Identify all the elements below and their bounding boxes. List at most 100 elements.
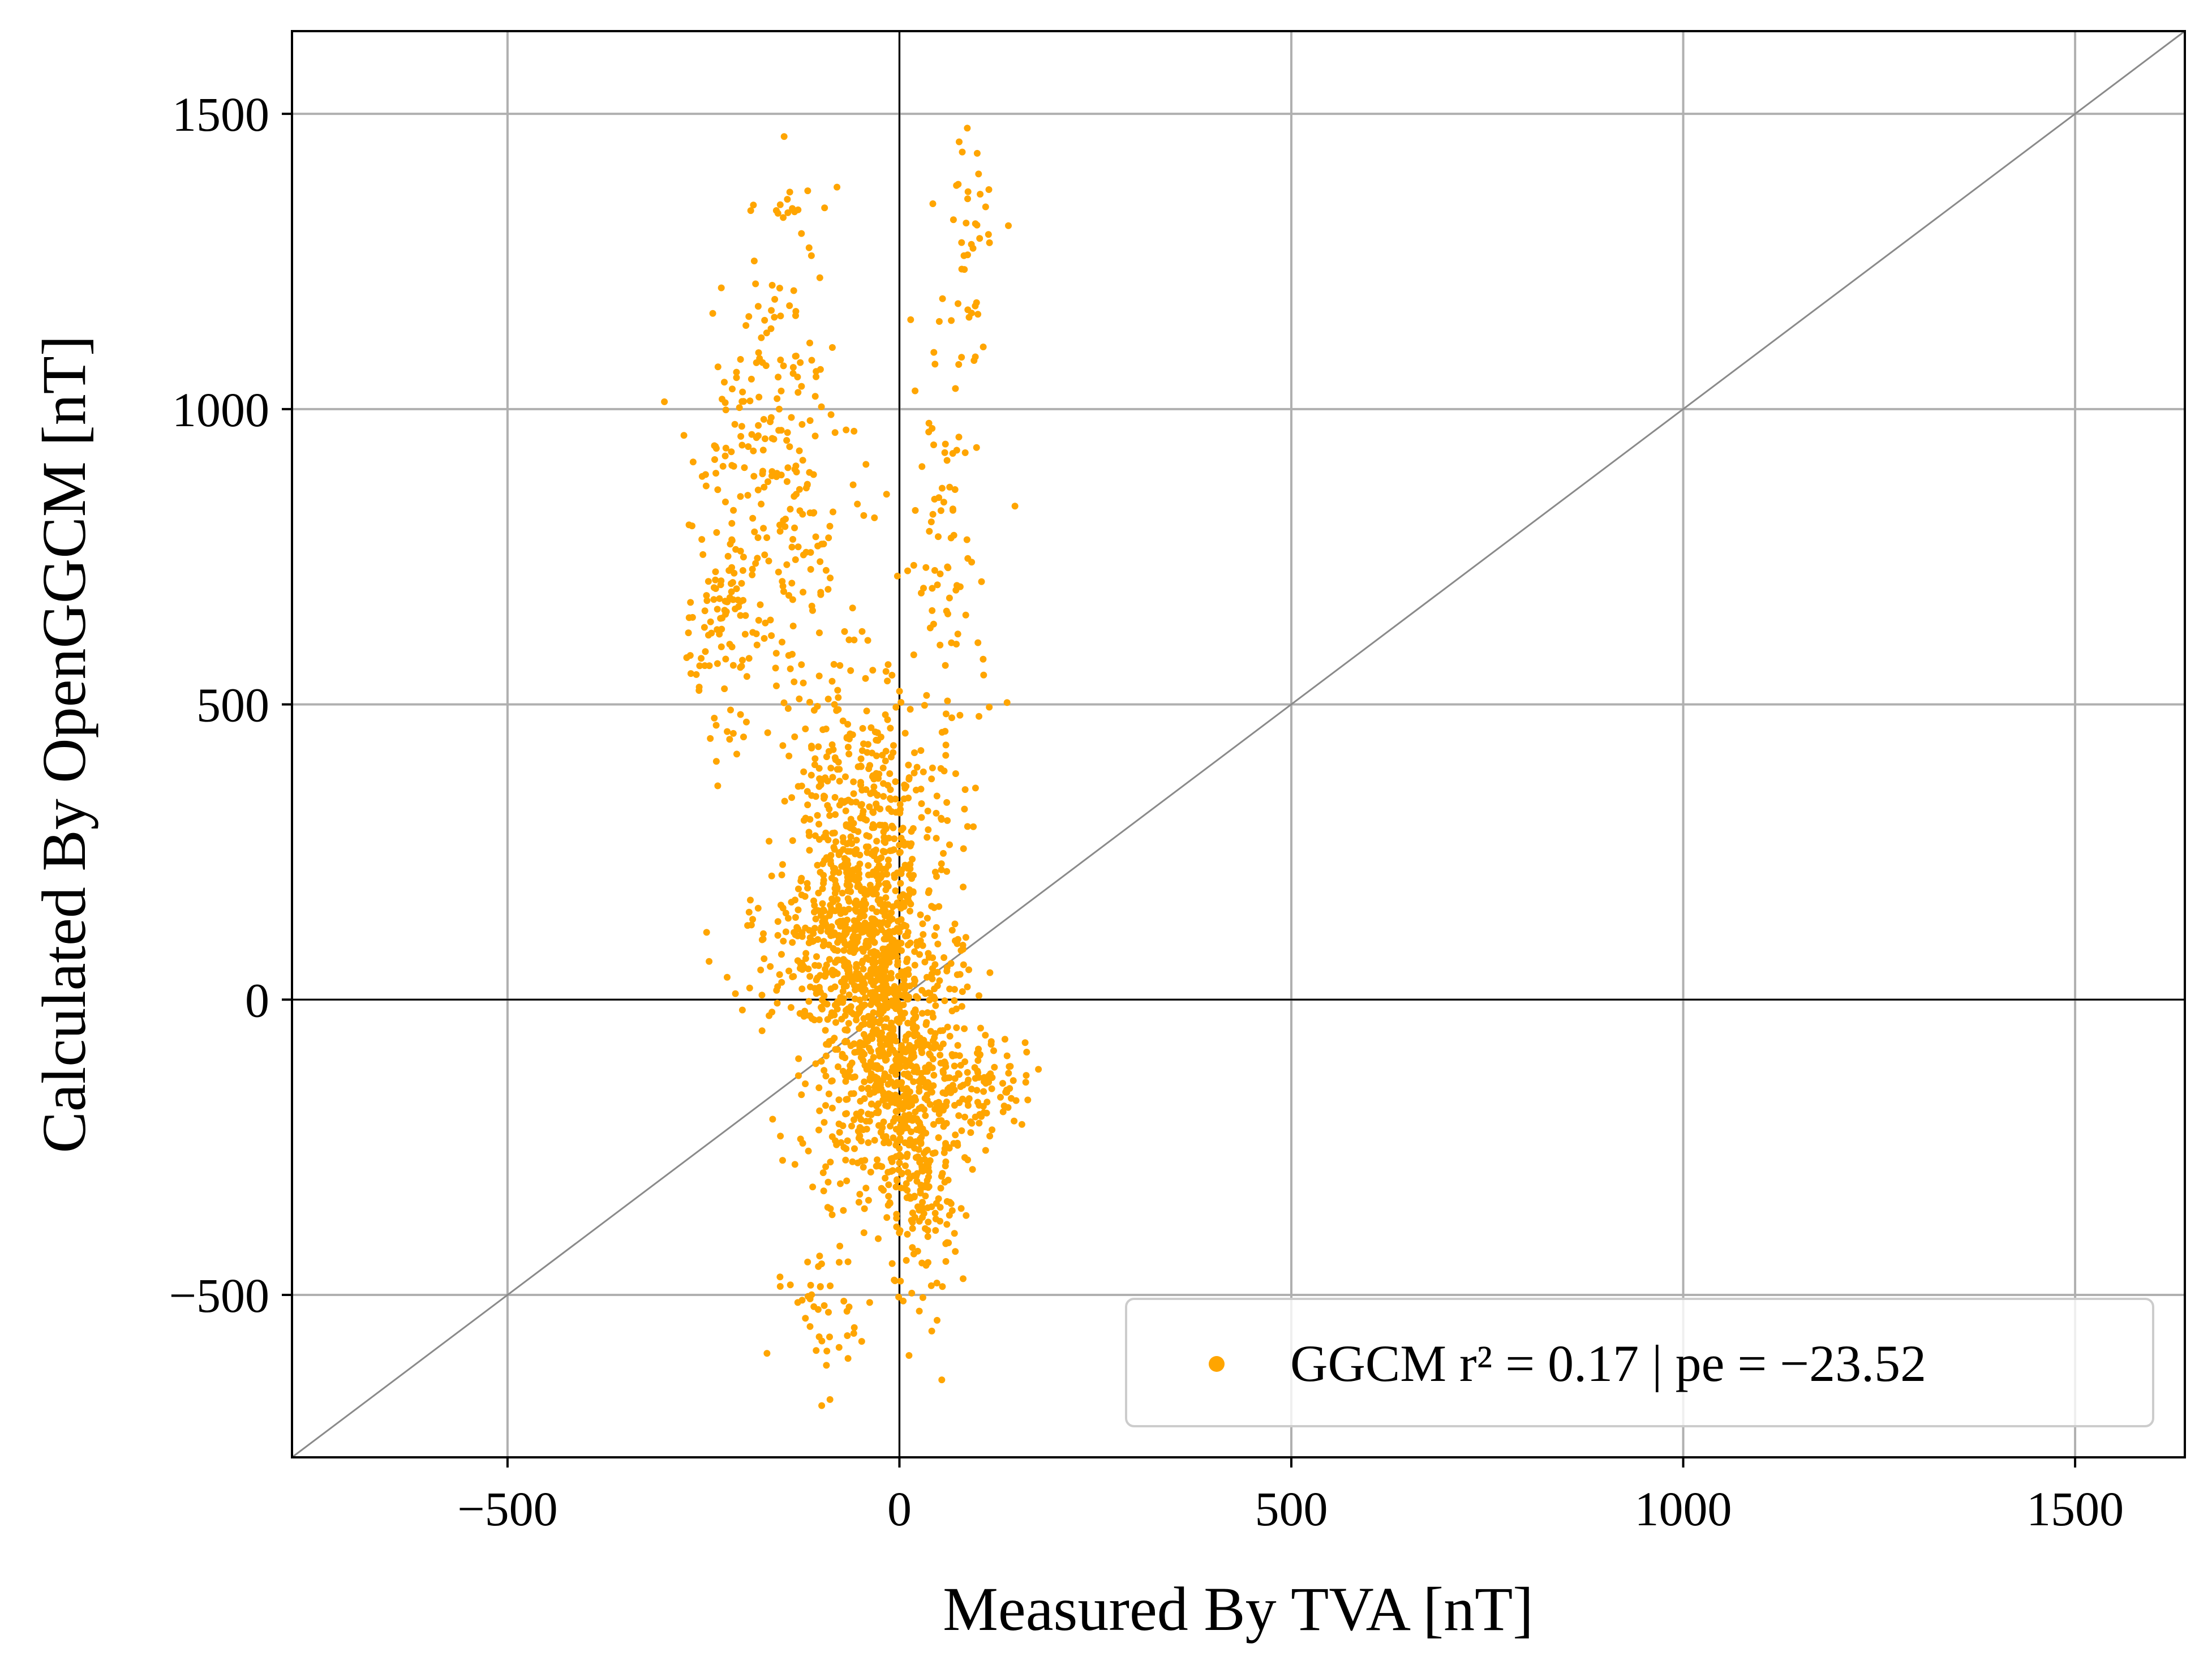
data-point — [839, 717, 847, 724]
data-point — [711, 456, 718, 463]
data-point — [808, 357, 815, 364]
data-point — [986, 239, 993, 246]
data-point — [982, 1147, 989, 1154]
data-point — [836, 1259, 843, 1266]
data-point — [749, 916, 757, 923]
data-point — [716, 595, 723, 602]
data-point — [900, 1092, 907, 1100]
data-point — [929, 510, 937, 518]
data-point — [859, 811, 866, 818]
data-point — [702, 482, 710, 490]
data-point — [754, 534, 762, 541]
data-point — [881, 822, 888, 829]
data-point — [1003, 699, 1011, 706]
data-point — [769, 1115, 776, 1123]
data-point — [844, 1355, 852, 1362]
data-point — [845, 898, 853, 905]
data-point — [867, 1060, 874, 1067]
data-point — [779, 1157, 786, 1164]
data-point — [933, 924, 940, 931]
data-point — [842, 773, 849, 780]
data-point — [689, 458, 697, 466]
data-point — [896, 1129, 903, 1136]
data-point — [739, 388, 746, 396]
data-point — [811, 393, 819, 400]
data-point — [869, 667, 877, 674]
data-point — [834, 1006, 841, 1012]
data-point — [760, 525, 767, 532]
data-point — [911, 1028, 918, 1036]
data-point — [882, 668, 890, 675]
data-point — [817, 366, 824, 373]
data-point — [705, 632, 712, 639]
data-point — [1035, 1066, 1042, 1073]
data-point — [846, 839, 853, 846]
data-point — [806, 1295, 814, 1302]
data-point — [912, 1096, 919, 1104]
data-point — [950, 216, 957, 224]
data-point — [852, 906, 859, 913]
data-point — [924, 1147, 931, 1154]
data-point — [825, 534, 832, 542]
data-point — [795, 1055, 802, 1062]
data-point — [929, 954, 937, 962]
data-point — [814, 1306, 822, 1313]
data-point — [781, 523, 789, 530]
data-point — [866, 1299, 873, 1306]
data-point — [926, 527, 933, 535]
data-point — [873, 1162, 880, 1170]
data-point — [693, 671, 700, 678]
x-axis-label: Measured By TVA [nT] — [943, 1574, 1534, 1644]
data-point — [845, 973, 853, 981]
data-point — [860, 928, 867, 936]
data-point — [929, 1150, 937, 1157]
data-point — [1003, 1086, 1010, 1093]
data-point — [712, 758, 720, 765]
data-point — [990, 1047, 997, 1054]
data-point — [930, 441, 937, 448]
data-point — [857, 779, 864, 786]
data-point — [796, 447, 803, 454]
data-point — [871, 514, 878, 521]
data-point — [849, 604, 856, 612]
data-point — [739, 567, 746, 574]
data-point — [980, 655, 987, 663]
data-point — [920, 931, 927, 938]
data-point — [809, 607, 816, 614]
data-point — [740, 554, 747, 561]
data-point — [713, 529, 720, 536]
data-point — [738, 423, 745, 430]
data-point — [873, 965, 880, 972]
data-point — [860, 740, 867, 748]
data-point — [788, 414, 795, 421]
data-point — [932, 1041, 939, 1048]
data-point — [743, 718, 750, 726]
data-point — [907, 982, 913, 990]
data-point — [832, 838, 840, 846]
data-point — [931, 932, 938, 939]
data-point — [942, 1162, 949, 1170]
data-point — [931, 496, 938, 503]
data-point — [970, 823, 977, 830]
data-point — [942, 1063, 950, 1070]
data-point — [932, 1002, 939, 1009]
data-point — [922, 1130, 930, 1137]
data-point — [888, 672, 896, 679]
data-point — [956, 138, 963, 145]
data-point — [779, 578, 786, 585]
data-point — [917, 1187, 924, 1194]
data-point — [892, 1142, 900, 1149]
data-point — [974, 1049, 981, 1057]
data-point — [896, 688, 903, 695]
data-point — [788, 794, 796, 801]
data-point — [789, 536, 797, 543]
data-point — [904, 567, 911, 574]
data-point — [780, 133, 788, 140]
data-point — [943, 868, 951, 875]
data-point — [870, 1009, 877, 1016]
data-point — [791, 929, 797, 936]
data-point — [986, 703, 993, 711]
data-point — [930, 904, 938, 911]
data-point — [819, 860, 826, 868]
